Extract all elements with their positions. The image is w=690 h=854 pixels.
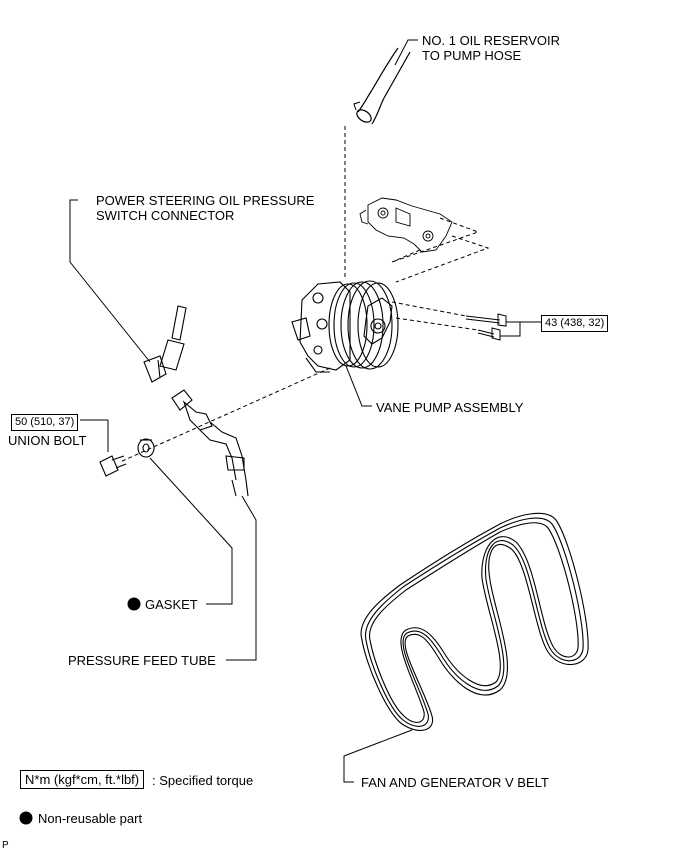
pressure-switch-connector bbox=[143, 305, 187, 383]
legend-torque-desc: : Specified torque bbox=[152, 773, 254, 788]
vane-pump-leader bbox=[345, 365, 372, 407]
pump-bolt-dashed-lines bbox=[391, 301, 479, 331]
v-belt-label: FAN AND GENERATOR V BELT bbox=[361, 775, 549, 790]
pressure-feed-tube-label: PRESSURE FEED TUBE bbox=[68, 653, 216, 668]
vane-pump-label: VANE PUMP ASSEMBLY bbox=[376, 400, 524, 415]
reservoir-hose-label-line2: TO PUMP HOSE bbox=[422, 48, 522, 63]
switch-connector-label-line1: POWER STEERING OIL PRESSURE bbox=[96, 193, 315, 208]
connector-leader bbox=[69, 199, 151, 363]
union-bolt-torque-box: 50 (510, 37) bbox=[11, 414, 79, 431]
v-belt-leader bbox=[343, 729, 413, 783]
union-dashed-line bbox=[119, 367, 331, 463]
reservoir-hose-leader bbox=[394, 39, 418, 66]
bracket-dashed-lines bbox=[391, 217, 490, 283]
gasket-dot bbox=[127, 597, 141, 611]
reservoir-hose-label: NO. 1 OIL RESERVOIR TO PUMP HOSE bbox=[422, 33, 560, 63]
reservoir-hose-label-line1: NO. 1 OIL RESERVOIR bbox=[422, 33, 560, 48]
pump-torque-box: 43 (438, 32) bbox=[541, 315, 609, 332]
v-belt bbox=[360, 512, 589, 731]
corner-mark: P bbox=[2, 840, 9, 851]
feed-tube-leader bbox=[226, 495, 257, 661]
legend-nonreusable-desc: Non-reusable part bbox=[38, 811, 143, 826]
switch-connector-label: POWER STEERING OIL PRESSURE SWITCH CONNE… bbox=[96, 193, 314, 223]
union-bolt-part bbox=[99, 455, 127, 477]
switch-connector-label-line2: SWITCH CONNECTOR bbox=[96, 208, 235, 223]
pump-torque-leader bbox=[500, 321, 521, 337]
legend-torque-unit: N*m (kgf*cm, ft.*lbf) bbox=[20, 770, 145, 789]
vane-pump bbox=[291, 280, 399, 373]
reservoir-hose bbox=[353, 47, 411, 125]
legend-dot bbox=[19, 811, 33, 825]
gasket-label: GASKET bbox=[145, 597, 198, 612]
mounting-bracket bbox=[359, 197, 453, 253]
union-bolt-label: UNION BOLT bbox=[8, 433, 87, 448]
pump-bolts bbox=[465, 313, 507, 341]
gasket-part bbox=[137, 438, 155, 458]
pressure-feed-tube bbox=[171, 389, 249, 497]
gasket-leader bbox=[149, 457, 233, 605]
